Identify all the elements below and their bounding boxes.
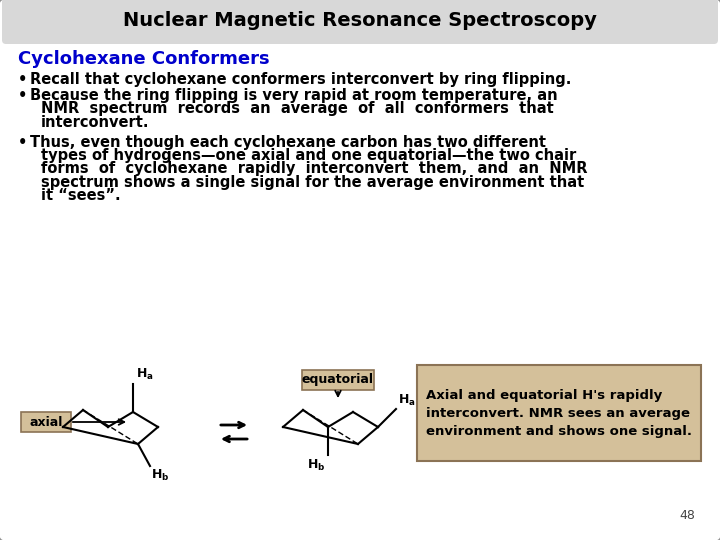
Text: •: • (18, 88, 27, 103)
Text: H$_\mathregular{a}$: H$_\mathregular{a}$ (398, 393, 415, 408)
Text: equatorial: equatorial (302, 374, 374, 387)
Text: it “sees”.: it “sees”. (41, 188, 121, 204)
Text: Thus, even though each cyclohexane carbon has two different: Thus, even though each cyclohexane carbo… (30, 134, 546, 150)
Text: •: • (18, 72, 27, 87)
Text: •: • (18, 134, 27, 150)
Text: Recall that cyclohexane conformers interconvert by ring flipping.: Recall that cyclohexane conformers inter… (30, 72, 572, 87)
Text: spectrum shows a single signal for the average environment that: spectrum shows a single signal for the a… (41, 175, 584, 190)
Text: Cyclohexane Conformers: Cyclohexane Conformers (18, 50, 269, 68)
Text: types of hydrogens—one axial and one equatorial—the two chair: types of hydrogens—one axial and one equ… (41, 148, 576, 163)
Text: 48: 48 (679, 509, 695, 522)
Text: Because the ring flipping is very rapid at room temperature, an: Because the ring flipping is very rapid … (30, 88, 557, 103)
FancyBboxPatch shape (21, 412, 71, 432)
Text: Nuclear Magnetic Resonance Spectroscopy: Nuclear Magnetic Resonance Spectroscopy (123, 11, 597, 30)
Text: interconvert.: interconvert. (41, 115, 150, 130)
Text: H$_\mathregular{b}$: H$_\mathregular{b}$ (151, 468, 169, 483)
FancyBboxPatch shape (417, 365, 701, 461)
FancyBboxPatch shape (302, 370, 374, 390)
FancyBboxPatch shape (2, 0, 718, 44)
Text: H$_\mathregular{b}$: H$_\mathregular{b}$ (307, 458, 325, 473)
Text: forms  of  cyclohexane  rapidly  interconvert  them,  and  an  NMR: forms of cyclohexane rapidly interconver… (41, 161, 588, 177)
Text: NMR  spectrum  records  an  average  of  all  conformers  that: NMR spectrum records an average of all c… (41, 102, 554, 117)
Text: Axial and equatorial H's rapidly
interconvert. NMR sees an average
environment a: Axial and equatorial H's rapidly interco… (426, 388, 692, 437)
Text: axial: axial (30, 415, 63, 429)
Text: H$_\mathregular{a}$: H$_\mathregular{a}$ (136, 367, 154, 382)
